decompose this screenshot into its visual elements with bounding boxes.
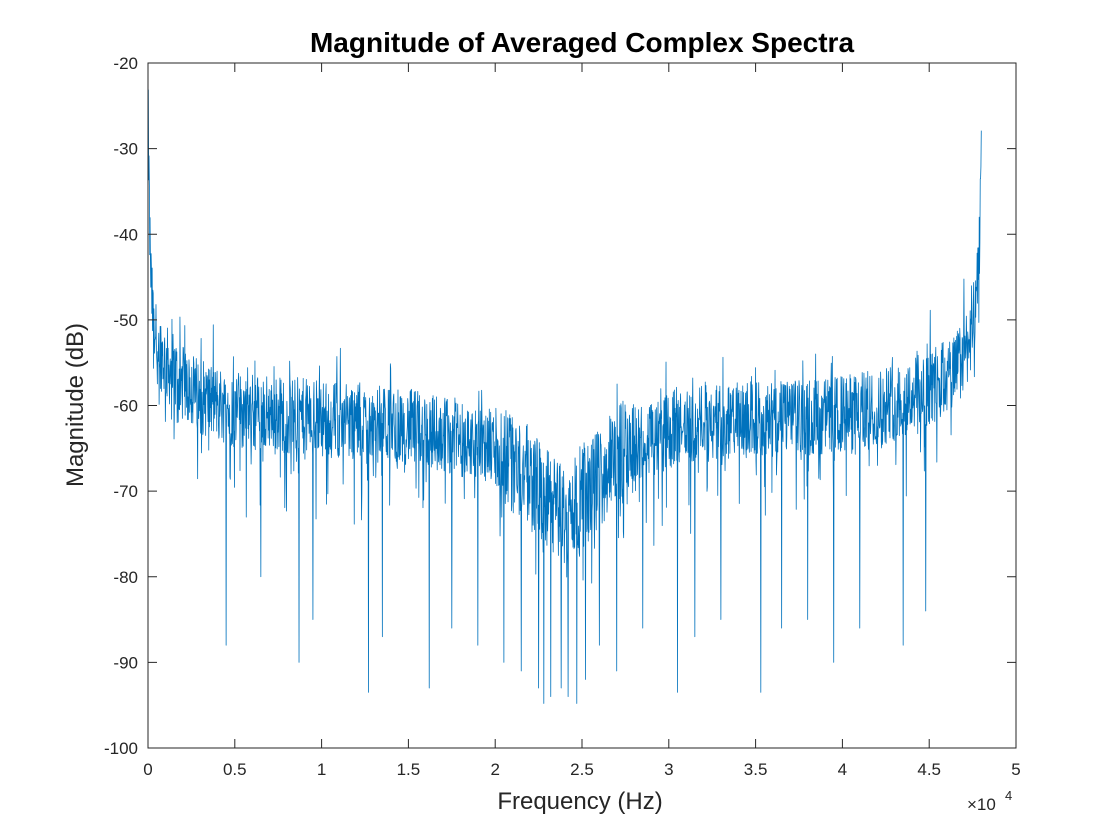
y-tick-label: -100 xyxy=(104,739,138,758)
y-tick-label: -90 xyxy=(113,653,138,672)
x-tick-label: 0 xyxy=(143,760,152,779)
x-tick-label: 0.5 xyxy=(223,760,247,779)
x-axis-exponent: ×10 4 xyxy=(967,788,1012,814)
x-tick-label: 4 xyxy=(838,760,847,779)
y-tick-label: -80 xyxy=(113,568,138,587)
axes-layer: 0 0.5 1 1.5 2 2.5 3 3.5 4 4.5 5 -20 -30 -40 -50 -60 -70 -… xyxy=(104,54,1021,779)
y-axis-label: Magnitude (dB) xyxy=(62,323,89,487)
x-tick-label: 4.5 xyxy=(917,760,941,779)
x-tick-label: 5 xyxy=(1011,760,1020,779)
series-layer xyxy=(147,89,982,704)
y-tick-label: -30 xyxy=(113,140,138,159)
x-tick-label: 3.5 xyxy=(744,760,768,779)
spectrum-line xyxy=(147,89,982,704)
y-tick-label: -40 xyxy=(113,225,138,244)
y-tick-label: -50 xyxy=(113,311,138,330)
y-tick-label: -60 xyxy=(113,397,138,416)
y-tick-label: -20 xyxy=(113,54,138,73)
x-tick-label: 1 xyxy=(317,760,326,779)
x-exponent-base: ×10 xyxy=(967,795,996,814)
x-tick-label: 2 xyxy=(490,760,499,779)
x-axis-label: Frequency (Hz) xyxy=(497,788,662,815)
y-tick-label: -70 xyxy=(113,482,138,501)
x-tick-label: 1.5 xyxy=(397,760,421,779)
x-exponent-power: 4 xyxy=(1005,788,1012,803)
x-tick-label: 3 xyxy=(664,760,673,779)
x-tick-label: 2.5 xyxy=(570,760,594,779)
chart-title: Magnitude of Averaged Complex Spectra xyxy=(310,27,854,58)
